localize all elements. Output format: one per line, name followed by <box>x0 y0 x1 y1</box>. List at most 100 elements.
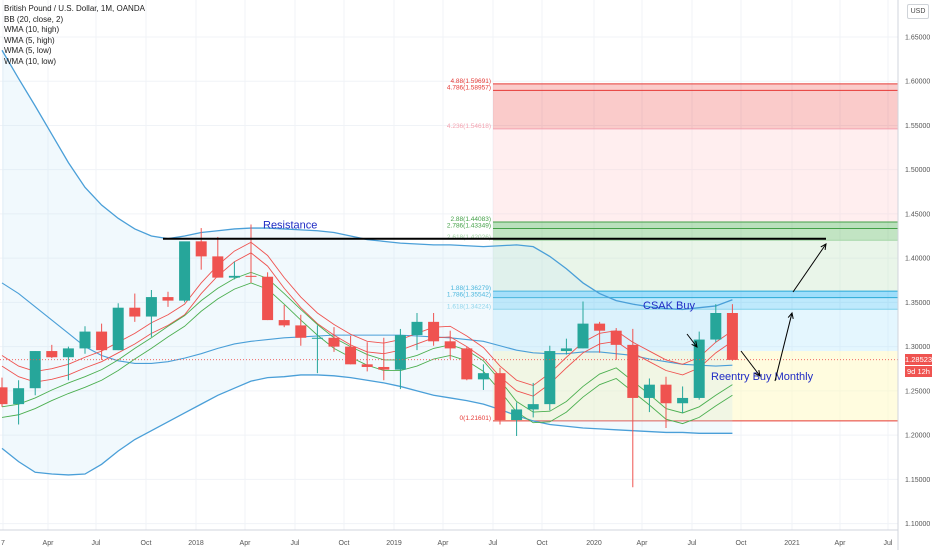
bb-middle-line <box>1 282 733 367</box>
candle-body <box>212 256 224 278</box>
y-tick-label: 1.30000 <box>905 344 930 351</box>
y-tick-label: 1.15000 <box>905 477 930 484</box>
up-arrow-2 <box>792 243 827 293</box>
candle-body <box>477 373 489 380</box>
candle-body <box>594 323 606 331</box>
fib-level-label: 4.88(1.59691) <box>451 78 491 85</box>
csak-buy-label: CSAK Buy <box>643 300 695 312</box>
symbol-title: British Pound / U.S. Dollar, 1M, OANDA <box>4 4 145 13</box>
x-tick-label: Apr <box>438 540 450 547</box>
down-arrow <box>740 350 761 377</box>
candle-body <box>62 348 74 358</box>
candle-body <box>428 321 440 342</box>
wma-high-line <box>1 241 733 387</box>
fib-level-label: 1.618(1.34224) <box>447 303 491 310</box>
indicator-bb[interactable]: BB (20, close, 2) <box>4 14 64 24</box>
candle-body <box>378 366 390 370</box>
candle-body <box>46 351 58 358</box>
indicator-wma-10-high[interactable]: WMA (10, high) <box>4 25 60 34</box>
y-tick-label: 1.55000 <box>905 123 930 130</box>
candle-body <box>96 331 108 351</box>
candle-body <box>129 307 141 317</box>
candle-body <box>245 275 257 277</box>
candle-body <box>677 397 689 404</box>
fib-level-label: 0(1.21601) <box>460 415 491 422</box>
candle-body <box>610 330 622 345</box>
candle-body <box>295 325 307 338</box>
candle-body <box>0 387 8 405</box>
fib-level-label: 2.786(1.43349) <box>447 223 491 230</box>
candle-body <box>394 335 406 370</box>
x-tick-label: 2018 <box>188 540 204 547</box>
fib-zone <box>493 90 898 129</box>
y-tick-label: 1.50000 <box>905 167 930 174</box>
x-tick-label: Jul <box>884 540 893 547</box>
x-tick-label: Apr <box>835 540 847 547</box>
currency-button[interactable]: USD <box>907 4 929 19</box>
candle-body <box>527 404 539 410</box>
indicator-wma-10-low[interactable]: WMA (10, low) <box>4 56 57 66</box>
fib-zone <box>493 291 898 298</box>
candle-body <box>112 307 124 351</box>
x-tick-label: Jul <box>92 540 101 547</box>
candle-body <box>710 313 722 340</box>
fib-zone <box>493 222 898 229</box>
candle-body <box>262 276 274 321</box>
reentry-label: Reentry Buy Monthly <box>711 371 814 383</box>
candle-body <box>627 344 639 398</box>
fib-level-label: 1.88(1.36279) <box>451 285 491 292</box>
y-tick-label: 1.25000 <box>905 388 930 395</box>
up-arrow-1-head <box>787 311 794 319</box>
fib-zone <box>493 297 898 310</box>
candle-body <box>726 313 738 360</box>
x-tick-label: Oct <box>141 540 152 547</box>
candle-body <box>494 373 506 421</box>
y-tick-label: 1.60000 <box>905 79 930 86</box>
x-tick-label: 2021 <box>784 540 800 547</box>
candle-body <box>79 331 91 349</box>
candle-body <box>444 341 456 349</box>
down-arrow-head <box>754 370 761 377</box>
fib-zone <box>493 228 898 241</box>
x-tick-label: 2019 <box>386 540 402 547</box>
csak-arrow <box>686 333 698 348</box>
y-tick-label: 1.35000 <box>905 300 930 307</box>
y-tick-label: 1.20000 <box>905 433 930 440</box>
last-price-tag: 1.28523 <box>905 354 932 366</box>
resistance-label: Resistance <box>263 220 317 232</box>
candle-body <box>162 297 174 301</box>
candle-body <box>29 351 41 389</box>
candle-body <box>361 364 373 367</box>
candles <box>0 224 898 488</box>
annotations: Resistance CSAK Buy Reentry Buy Monthly <box>163 220 827 383</box>
x-tick-label: Oct <box>339 540 350 547</box>
y-tick-label: 1.10000 <box>905 521 930 528</box>
fib-level-label: 4.786(1.58957) <box>447 84 491 91</box>
candle-body <box>660 384 672 404</box>
x-tick-label: Jul <box>489 540 498 547</box>
csak-arrow-head <box>691 341 698 348</box>
indicator-wma-5-low[interactable]: WMA (5, low) <box>4 46 52 55</box>
up-arrow-1 <box>774 312 793 382</box>
candle-body <box>228 275 240 278</box>
x-tick-label: Oct <box>736 540 747 547</box>
y-tick-label: 1.65000 <box>905 34 930 41</box>
candle-body <box>411 321 423 336</box>
candle-body <box>643 384 655 398</box>
x-tick-label: 2020 <box>586 540 602 547</box>
x-tick-label: Jul <box>688 540 697 547</box>
fib-level-label: 2.88(1.44083) <box>451 216 491 223</box>
fib-zone <box>493 128 898 223</box>
fib-level-label: 1.786(1.35542) <box>447 292 491 299</box>
candle-body <box>195 241 207 257</box>
bb-lower-line <box>1 374 733 476</box>
y-tick-label: 1.45000 <box>905 211 930 218</box>
candle-body <box>145 297 157 317</box>
candle-body <box>328 337 340 347</box>
x-tick-label: Apr <box>637 540 649 547</box>
fib-zone <box>493 240 898 292</box>
indicator-wma-5-high[interactable]: WMA (5, high) <box>4 35 55 45</box>
